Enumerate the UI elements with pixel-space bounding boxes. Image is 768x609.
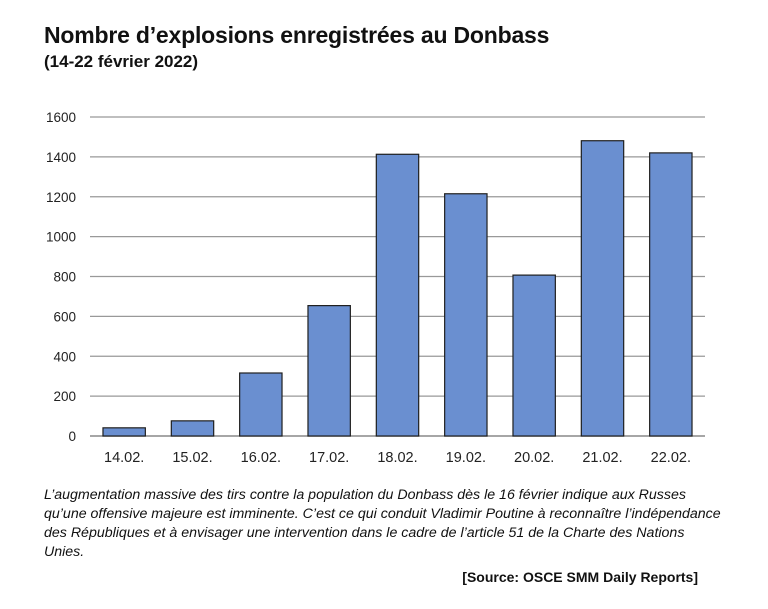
y-tick-label: 200 <box>53 389 76 404</box>
y-tick-label: 1400 <box>46 150 76 165</box>
bar <box>649 152 693 437</box>
x-tick-label: 20.02. <box>514 450 554 466</box>
bar <box>239 372 283 437</box>
x-tick-label: 21.02. <box>582 450 622 466</box>
bar <box>580 140 625 437</box>
y-tick-label: 1200 <box>46 190 76 205</box>
chart-title: Nombre d’explosions enregistrées au Donb… <box>44 22 550 48</box>
x-tick-label: 17.02. <box>309 450 349 466</box>
y-tick-label: 600 <box>53 309 76 324</box>
bar-chart: 0 200 400 600 800 1000 1200 1400 1600 14.02. 15.02… <box>46 110 705 466</box>
x-tick-label: 15.02. <box>172 450 212 466</box>
bar <box>102 427 146 437</box>
x-tick-label: 19.02. <box>446 450 486 466</box>
bar <box>512 274 556 437</box>
bar <box>375 153 420 437</box>
y-tick-label: 1000 <box>46 230 76 245</box>
source-note: [Source: OSCE SMM Daily Reports] <box>462 569 698 585</box>
x-tick-label: 16.02. <box>241 450 281 466</box>
y-tick-label: 1600 <box>46 110 76 125</box>
y-tick-label: 0 <box>68 429 76 444</box>
y-tick-label: 400 <box>53 349 76 364</box>
bar <box>444 193 488 437</box>
x-tick-label: 14.02. <box>104 450 144 466</box>
y-tick-label: 800 <box>53 270 76 285</box>
chart-subtitle: (14-22 février 2022) <box>44 52 199 71</box>
x-tick-label: 18.02. <box>377 450 417 466</box>
chart-caption: L’augmentation massive des tirs contre l… <box>44 487 721 560</box>
bar <box>307 305 351 437</box>
x-tick-label: 22.02. <box>651 450 691 466</box>
bar <box>170 420 215 437</box>
